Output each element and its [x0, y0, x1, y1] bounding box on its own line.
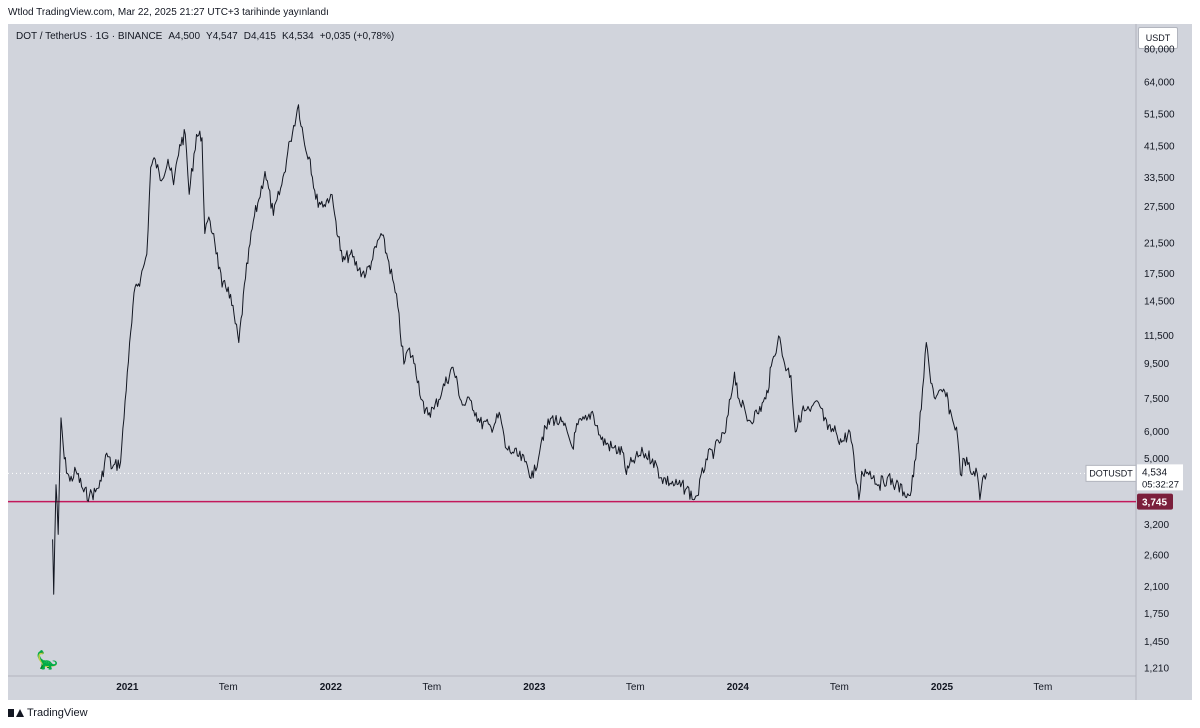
y-tick-label: 11,500: [1144, 331, 1174, 342]
ohlc-change: +0,035 (+0,78%): [319, 31, 395, 42]
last-price-box: [1137, 464, 1183, 491]
y-tick-label: 2,100: [1144, 582, 1169, 593]
y-tick-label: 5,000: [1144, 454, 1169, 465]
x-tick-label: 2023: [523, 682, 546, 693]
x-tick-label: 2021: [116, 682, 139, 693]
y-tick-label: 27,500: [1144, 202, 1175, 213]
dinosaur-icon: 🦕: [36, 650, 59, 670]
currency-button[interactable]: USDT: [1138, 27, 1178, 49]
support-label: 3,745: [1142, 498, 1167, 509]
x-tick-label: Tem: [422, 682, 441, 693]
y-tick-label: 1,450: [1144, 637, 1169, 648]
x-tick-label: Tem: [830, 682, 849, 693]
y-tick-label: 33,500: [1144, 173, 1175, 184]
ohlc-high: Y4,547: [206, 31, 238, 42]
symbol-name[interactable]: DOT / TetherUS · 1G · BINANCE: [16, 31, 163, 42]
y-tick-label: 1,210: [1144, 663, 1169, 674]
y-tick-label: 14,500: [1144, 297, 1175, 308]
x-tick-label: Tem: [626, 682, 645, 693]
y-tick-label: 9,500: [1144, 359, 1169, 370]
chart-frame[interactable]: [8, 24, 1192, 700]
tradingview-footer[interactable]: TradingView: [8, 707, 88, 719]
y-tick-label: 2,600: [1144, 551, 1169, 562]
symbol-label-box: [1085, 464, 1137, 482]
x-tick-label: 2024: [727, 682, 750, 693]
footer-brand: TradingView: [27, 707, 88, 719]
y-tick-label: 41,500: [1144, 141, 1175, 152]
symbol-info-bar: DOT / TetherUS · 1G · BINANCE A4,500 Y4,…: [16, 31, 394, 42]
ohlc-open: A4,500: [168, 31, 201, 42]
x-tick-label: Tem: [1033, 682, 1052, 693]
price-series-line: [52, 104, 988, 595]
tradingview-logo-icon: [8, 708, 24, 718]
x-tick-label: Tem: [219, 682, 238, 693]
support-label-box: [1137, 493, 1173, 510]
y-tick-label: 80,000: [1144, 44, 1175, 55]
x-tick-label: 2022: [320, 682, 343, 693]
last-price-label: 4,534: [1142, 467, 1167, 478]
countdown-label: 05:32:27: [1142, 479, 1179, 490]
y-tick-label: 51,500: [1144, 109, 1175, 120]
y-tick-label: 21,500: [1144, 238, 1175, 249]
ohlc-low: D4,415: [243, 31, 276, 42]
x-tick-label: 2025: [931, 682, 954, 693]
y-tick-label: 17,500: [1144, 269, 1175, 280]
ohlc-close: K4,534: [282, 31, 314, 42]
y-tick-label: 3,200: [1144, 520, 1169, 531]
y-tick-label: 1,750: [1144, 609, 1169, 620]
publish-caption: Wtlod TradingView.com, Mar 22, 2025 21:2…: [8, 7, 329, 18]
y-tick-label: 6,000: [1144, 427, 1169, 438]
symbol-label: DOTUSDT: [1089, 468, 1133, 478]
y-tick-label: 64,000: [1144, 77, 1175, 88]
y-tick-label: 7,500: [1144, 394, 1169, 405]
